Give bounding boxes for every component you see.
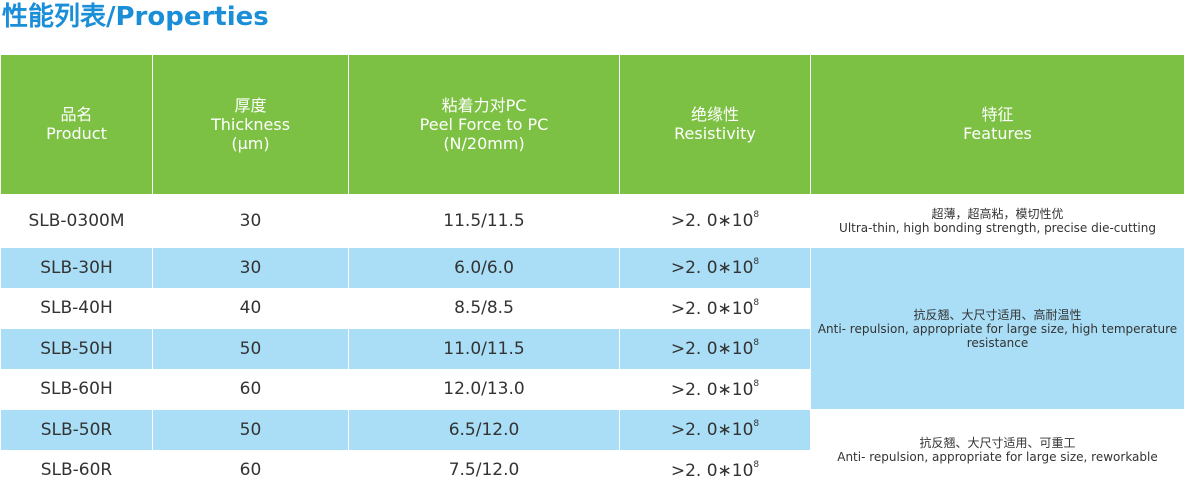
header-text: Product <box>46 124 107 144</box>
peel-cell: 11.0/11.5 <box>348 328 620 370</box>
resistivity-cell: >2. 0∗108 <box>619 287 811 330</box>
resistivity-cell: >2. 0∗108 <box>619 409 811 451</box>
product-cell: SLB-60H <box>0 368 153 411</box>
table-row: SLB-60R 60 7.5/12.0 >2. 0∗108 <box>0 449 1184 491</box>
resistivity-exp: 8 <box>753 378 760 389</box>
resistivity-base: >2. 0∗10 <box>670 298 754 319</box>
header-text: 品名 <box>60 105 93 125</box>
resistivity-exp: 8 <box>753 257 760 268</box>
product-cell: SLB-60R <box>0 449 153 491</box>
table-row: SLB-0300M 30 11.5/11.5 >2. 0∗108 超薄，超高粘，模切性优… <box>0 193 1184 249</box>
header-cell: 厚度 Thickness (μm) <box>152 54 349 195</box>
properties-table: 品名 Product 厚度 Thickness (μm) 粘着力对PC Peel For… <box>0 54 1184 491</box>
product-cell: SLB-50H <box>0 328 153 370</box>
features-zh: 超薄，超高粘，模切性优 <box>931 206 1064 221</box>
resistivity-cell: >2. 0∗108 <box>619 247 811 289</box>
resistivity-exp: 8 <box>753 338 760 349</box>
header-text: Resistivity <box>674 124 756 144</box>
resistivity-base: >2. 0∗10 <box>670 258 754 279</box>
resistivity-base: >2. 0∗10 <box>670 339 754 360</box>
thickness-cell: 30 <box>152 247 349 289</box>
header-text: (μm) <box>231 133 270 153</box>
thickness-cell: 50 <box>152 328 349 370</box>
peel-cell: 7.5/12.0 <box>348 449 620 491</box>
resistivity-base: >2. 0∗10 <box>670 379 754 400</box>
peel-cell: 8.5/8.5 <box>348 287 620 330</box>
header-cell: 特征 Features <box>810 54 1184 195</box>
table-row: SLB-50H 50 11.0/11.5 >2. 0∗108 <box>0 328 1184 370</box>
table-row: SLB-50R 50 6.5/12.0 >2. 0∗108 抗反翘、大尺寸适用、可重工 A… <box>0 409 1184 491</box>
features-cell: 抗反翘、大尺寸适用、可重工 Anti- repulsion, appropriat… <box>810 409 1184 491</box>
peel-cell: 6.5/12.0 <box>348 409 620 451</box>
title: 性能列表/Properties <box>2 2 269 32</box>
table-row: SLB-40H 40 8.5/8.5 >2. 0∗108 <box>0 287 1184 330</box>
thickness-cell: 30 <box>152 193 349 249</box>
header-text: 绝缘性 <box>690 105 739 125</box>
header-text: Peel Force to PC <box>419 114 549 134</box>
resistivity-cell: >2. 0∗108 <box>619 368 811 411</box>
resistivity-cell: >2. 0∗108 <box>619 449 811 491</box>
resistivity-base: >2. 0∗10 <box>670 420 754 441</box>
peel-cell: 11.5/11.5 <box>348 193 620 249</box>
product-cell: SLB-30H <box>0 247 153 289</box>
table-row: SLB-30H 30 6.0/6.0 >2. 0∗108 抗反翘、大尺寸适用、高耐温性 A… <box>0 247 1184 411</box>
resistivity-exp: 8 <box>753 210 760 221</box>
resistivity-base: >2. 0∗10 <box>670 460 754 481</box>
resistivity-exp: 8 <box>753 419 760 430</box>
thickness-cell: 40 <box>152 287 349 330</box>
product-cell: SLB-0300M <box>0 193 153 249</box>
thickness-cell: 60 <box>152 449 349 491</box>
resistivity-exp: 8 <box>753 459 760 470</box>
features-zh: 抗反翘、大尺寸适用、可重工 <box>919 436 1076 451</box>
features-zh: 抗反翘、大尺寸适用、高耐温性 <box>913 307 1082 322</box>
header-text: Features <box>963 124 1032 144</box>
features-en: Anti- repulsion, appropriate for large s… <box>817 321 1178 350</box>
features-en: Anti- repulsion, appropriate for large s… <box>837 450 1158 465</box>
peel-cell: 6.0/6.0 <box>348 247 620 289</box>
resistivity-cell: >2. 0∗108 <box>619 328 811 370</box>
header-text: 特征 <box>981 105 1014 125</box>
header-text: Thickness <box>210 114 291 134</box>
resistivity-cell: >2. 0∗108 <box>619 193 811 249</box>
header-row: 品名 Product 厚度 Thickness (μm) 粘着力对PC Peel For… <box>0 54 1184 195</box>
header-cell: 品名 Product <box>0 54 153 195</box>
thickness-cell: 50 <box>152 409 349 451</box>
features-cell: 超薄，超高粘，模切性优 Ultra-thin, high bonding stre… <box>810 193 1184 249</box>
header-cell: 绝缘性 Resistivity <box>619 54 811 195</box>
resistivity-exp: 8 <box>753 297 760 308</box>
features-cell: 抗反翘、大尺寸适用、高耐温性 Anti- repulsion, appropria… <box>810 247 1184 411</box>
header-text: (N/20mm) <box>443 133 525 153</box>
peel-cell: 12.0/13.0 <box>348 368 620 411</box>
features-en: Ultra-thin, high bonding strength, preci… <box>839 220 1156 235</box>
header-text: 厚度 <box>234 95 267 115</box>
header-text: 粘着力对PC <box>441 95 527 115</box>
resistivity-base: >2. 0∗10 <box>670 211 754 232</box>
product-cell: SLB-50R <box>0 409 153 451</box>
product-cell: SLB-40H <box>0 287 153 330</box>
thickness-cell: 60 <box>152 368 349 411</box>
header-cell: 粘着力对PC Peel Force to PC (N/20mm) <box>348 54 620 195</box>
table-row: SLB-60H 60 12.0/13.0 >2. 0∗108 <box>0 368 1184 411</box>
